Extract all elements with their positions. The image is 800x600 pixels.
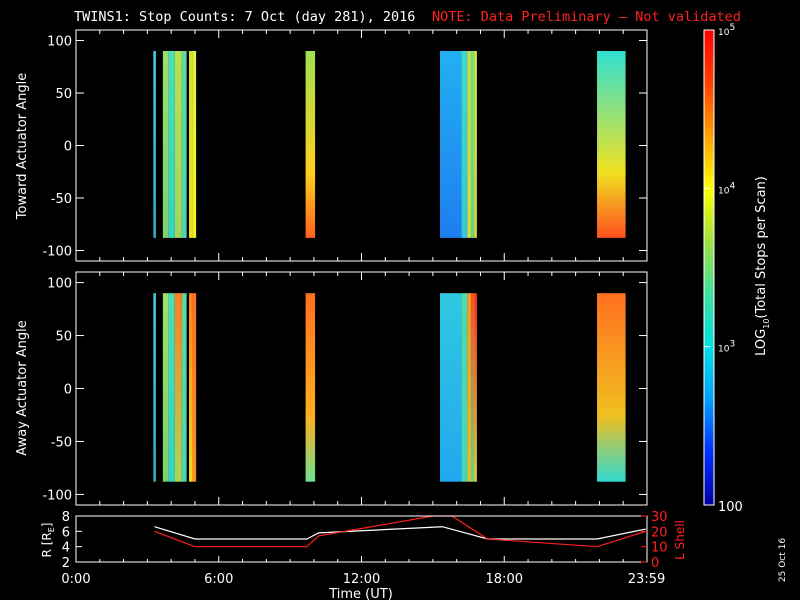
colorbar-ticks: 105 104 103 100 — [704, 23, 743, 515]
heatmap-band — [597, 51, 626, 238]
y-tick-label: -100 — [42, 245, 72, 260]
colorbar-gradient — [703, 29, 715, 506]
heatmap-band — [192, 293, 197, 482]
toward-y-axis-label: Toward Actuator Angle — [15, 73, 30, 220]
generated-date: 25 Oct 16 — [778, 538, 788, 582]
heatmap-band — [440, 51, 462, 238]
heatmap-band — [440, 293, 462, 482]
heatmap-band — [174, 293, 182, 482]
heatmap-band — [474, 51, 477, 238]
time-axis-label: Time (UT) — [328, 587, 393, 600]
y-tick-label: 50 — [55, 87, 72, 102]
r-tick-label: 2 — [62, 556, 70, 571]
heatmap-band — [181, 293, 187, 482]
r-tick-label: 6 — [62, 525, 70, 540]
l-shell-tick-label: 30 — [651, 510, 668, 525]
preliminary-note: NOTE: Data Preliminary – Not validated — [432, 9, 741, 25]
toward-heatmap-bands — [153, 51, 626, 238]
y-tick-label: -50 — [51, 192, 72, 207]
y-tick-label: 0 — [64, 140, 72, 155]
heatmap-band — [470, 51, 475, 238]
heatmap-band — [153, 51, 156, 238]
heatmap-band — [467, 51, 471, 238]
y-tick-label: 100 — [47, 277, 72, 292]
r-line — [154, 526, 646, 540]
away-heatmap-bands — [153, 293, 626, 482]
heatmap-band — [461, 293, 468, 482]
l-shell-tick-label: 0 — [651, 556, 659, 571]
colorbar-tick-label: 104 — [718, 181, 735, 196]
heatmap-band — [153, 293, 156, 482]
heatmap-band — [305, 51, 316, 238]
heatmap-band — [474, 293, 477, 482]
y-tick-label: 50 — [55, 330, 72, 345]
heatmap-band — [168, 293, 175, 482]
toward-y-ticks: 100 50 0 -50 -100 — [42, 30, 648, 261]
heatmap-band — [189, 51, 193, 238]
y-tick-label: 100 — [47, 35, 72, 50]
toward-panel: 100 50 0 -50 -100 Toward Actuator Angle — [15, 29, 648, 262]
l-shell-axis-label: L Shell — [673, 520, 687, 560]
heatmap-band — [181, 51, 187, 238]
away-panel: 100 50 0 -50 -100 Away Actuator Angle — [15, 271, 648, 506]
heatmap-band — [189, 293, 193, 482]
y-tick-label: 0 — [64, 383, 72, 398]
heatmap-band — [461, 51, 468, 238]
l-shell-tick-label: 20 — [651, 525, 668, 540]
heatmap-band — [597, 293, 626, 482]
heatmap-band — [174, 51, 182, 238]
colorbar-label: LOG10(Total Stops per Scan) — [754, 176, 771, 356]
colorbar-tick-label: 105 — [718, 23, 735, 38]
r-axis-label: R [RE] — [40, 523, 56, 558]
colorbar: 105 104 103 100 LOG10(Total Stops per Scan) — [703, 23, 771, 515]
colorbar-tick-label: 100 — [718, 500, 743, 515]
r-tick-label: 4 — [62, 541, 70, 556]
time-tick-label: 12:00 — [343, 572, 380, 587]
y-tick-label: -100 — [42, 488, 72, 503]
time-tick-label: 0:00 — [61, 572, 90, 587]
y-tick-label: -50 — [51, 435, 72, 450]
figure-title: TWINS1: Stop Counts: 7 Oct (day 281), 20… — [74, 9, 415, 25]
colorbar-tick-label: 103 — [718, 340, 735, 355]
l-shell-tick-label: 10 — [651, 541, 668, 556]
away-y-ticks: 100 50 0 -50 -100 — [42, 272, 648, 505]
r-tick-label: 8 — [62, 510, 70, 525]
time-tick-label: 18:00 — [486, 572, 523, 587]
time-tick-label: 6:00 — [204, 572, 233, 587]
heatmap-band — [470, 293, 475, 482]
heatmap-band — [305, 293, 316, 482]
heatmap-band — [162, 51, 169, 238]
heatmap-band — [168, 51, 175, 238]
heatmap-band — [467, 293, 471, 482]
away-y-axis-label: Away Actuator Angle — [15, 320, 30, 455]
time-tick-label: 23:59 — [628, 572, 665, 587]
heatmap-band — [192, 51, 197, 238]
heatmap-band — [162, 293, 169, 482]
